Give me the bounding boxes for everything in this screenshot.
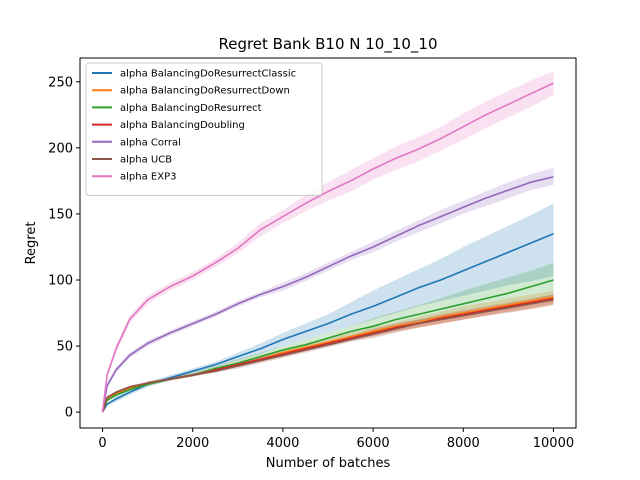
y-axis: 0 50 100 150 200 250 xyxy=(48,75,80,421)
axes-frame xyxy=(79,57,577,429)
y-tick-label: 200 xyxy=(48,141,73,156)
band-alpha-exp3 xyxy=(102,71,554,413)
x-tick-label: 2000 xyxy=(176,436,209,451)
legend-label-alpha-balancingdoresurrect: alpha BalancingDoResurrect xyxy=(120,103,262,114)
legend-label-alpha-balancingdoubling: alpha BalancingDoubling xyxy=(120,120,245,131)
plot-area xyxy=(101,71,554,413)
y-tick-label: 0 xyxy=(65,406,73,421)
y-axis-label: Regret xyxy=(24,222,39,265)
legend-label-alpha-ucb: alpha UCB xyxy=(120,155,172,166)
legend-label-alpha-balancingdoresurrectdown: alpha BalancingDoResurrectDown xyxy=(120,86,290,97)
x-axis-label: Number of batches xyxy=(266,456,391,471)
x-tick-label: 4000 xyxy=(266,436,299,451)
series-lines xyxy=(101,82,554,413)
y-tick-label: 100 xyxy=(48,274,73,289)
x-tick-label: 10000 xyxy=(533,436,574,451)
x-tick-label: 6000 xyxy=(357,436,390,451)
legend-box xyxy=(85,62,323,196)
x-tick-label: 8000 xyxy=(447,436,480,451)
legend-label-alpha-balancingdoresurrectclassic: alpha BalancingDoResurrectClassic xyxy=(120,69,296,80)
legend-label-alpha-corral: alpha Corral xyxy=(120,137,181,148)
line-alpha-exp3 xyxy=(101,82,554,413)
chart-title: Regret Bank B10 N 10_10_10 xyxy=(218,35,437,54)
legend-label-alpha-exp3: alpha EXP3 xyxy=(120,172,176,183)
line-alpha-balancingdoresurrect xyxy=(101,279,554,413)
legend: alpha BalancingDoResurrectClassic alpha B… xyxy=(85,62,323,196)
band-alpha-corral xyxy=(102,167,554,413)
x-tick-label: 0 xyxy=(98,436,106,451)
band-alpha-balancingdoresurrectdown xyxy=(102,290,554,413)
line-alpha-ucb xyxy=(101,299,554,413)
line-alpha-corral xyxy=(101,176,554,413)
y-tick-label: 50 xyxy=(56,340,73,355)
x-axis: 0 2000 4000 6000 8000 10000 xyxy=(98,428,574,451)
line-alpha-balancingdoresurrectclassic xyxy=(101,233,554,413)
y-tick-label: 250 xyxy=(48,75,73,90)
y-tick-label: 150 xyxy=(48,207,73,222)
